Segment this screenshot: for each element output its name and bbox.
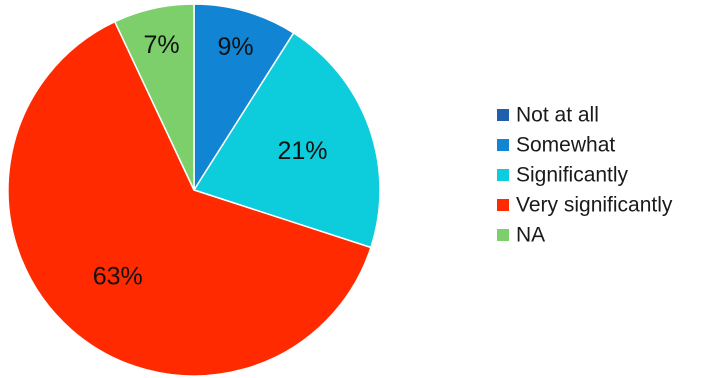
legend-label-na: NA: [516, 224, 545, 247]
pie-slice-na: [113, 3, 195, 191]
pie-slice-very-significantly: [7, 20, 372, 377]
legend-label-very-significantly: Very significantly: [516, 194, 673, 217]
legend-swatch-not-at-all: [497, 109, 509, 121]
pie-slices: [7, 3, 381, 377]
legend-swatch-very-significantly: [497, 199, 509, 211]
pie-data-labels: 9% 21% 63% 7%: [93, 31, 328, 291]
legend-label-not-at-all: Not at all: [516, 104, 599, 127]
pie-slice-somewhat: [193, 3, 295, 193]
legend-swatch-somewhat: [497, 139, 509, 151]
legend-label-significantly: Significantly: [516, 164, 629, 187]
data-label-somewhat: 9%: [217, 33, 253, 61]
data-label-na: 7%: [143, 31, 179, 59]
pie-slice-significantly: [192, 31, 381, 249]
legend-swatch-significantly: [497, 169, 509, 181]
legend-swatch-na: [497, 229, 509, 241]
legend: Not at all Somewhat Significantly Very sign…: [497, 104, 673, 247]
legend-label-somewhat: Somewhat: [516, 134, 615, 157]
data-label-significantly: 21%: [277, 137, 327, 165]
data-label-very-significantly: 63%: [93, 263, 143, 291]
